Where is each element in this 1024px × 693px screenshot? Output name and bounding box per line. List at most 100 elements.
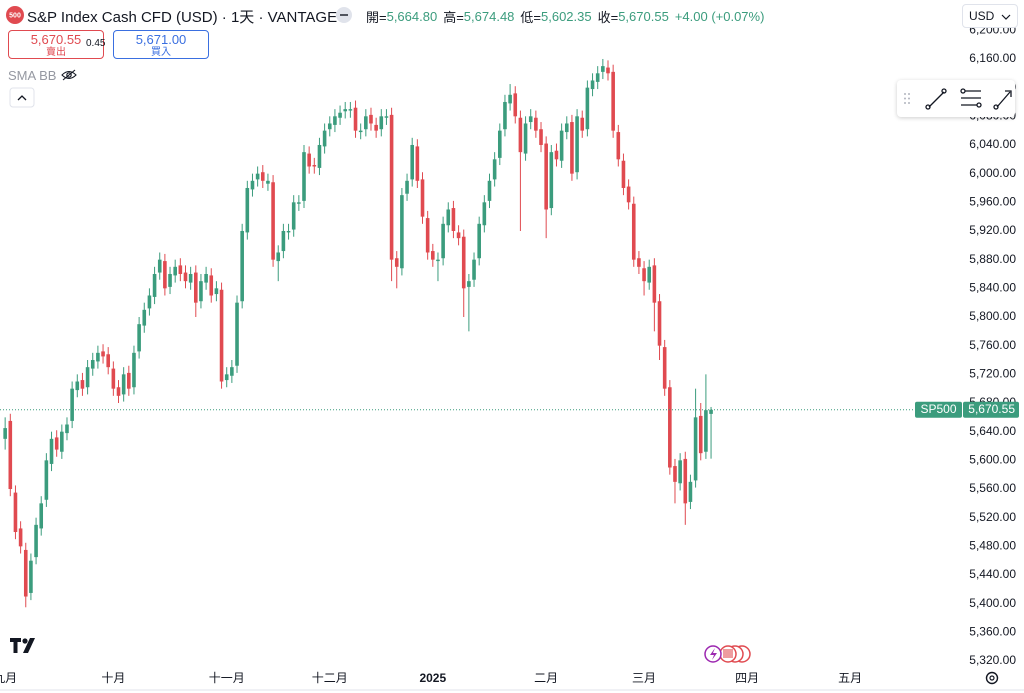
candle-body — [374, 124, 378, 131]
y-tick-label: 5,720.00 — [969, 367, 1016, 381]
ohlc-label: 開= — [366, 9, 387, 25]
arrow-tool[interactable] — [993, 90, 1012, 110]
candle-body — [44, 460, 49, 500]
buy-price: 5,671.00 — [135, 32, 187, 47]
candle-body — [616, 132, 621, 160]
candle-body — [348, 109, 353, 111]
candle-body — [49, 438, 54, 464]
candle-body — [353, 107, 358, 131]
candle-body — [312, 165, 317, 167]
candle-body — [219, 289, 224, 382]
candle-body — [606, 67, 610, 74]
candle-body — [637, 258, 641, 267]
candle-body — [60, 431, 64, 452]
x-tick-label: 九月 — [0, 671, 17, 685]
minimize-button[interactable] — [336, 7, 352, 23]
candle-body — [657, 301, 662, 346]
sell-button[interactable]: 5,670.55 賣出 — [8, 30, 104, 59]
candle-body — [564, 123, 569, 133]
fib-tool[interactable] — [960, 88, 982, 108]
last-price-symbol: SP500 — [920, 402, 956, 416]
y-tick-label: 5,480.00 — [969, 539, 1016, 553]
candle-body — [523, 123, 528, 154]
ohlc-label: 收= — [597, 9, 619, 25]
candle-body — [116, 387, 121, 396]
candle-body — [456, 232, 461, 239]
y-tick-label: 5,840.00 — [969, 280, 1016, 294]
candle-body — [580, 117, 585, 131]
candle-body — [178, 265, 183, 274]
symbol-icon — [6, 6, 24, 24]
candle-body — [338, 112, 342, 118]
candle-body — [673, 466, 677, 482]
candle-body — [127, 372, 131, 389]
candle-body — [662, 347, 667, 389]
candle-body — [106, 354, 111, 368]
candle-body — [590, 80, 595, 90]
candle-body — [163, 261, 167, 289]
y-tick-label: 6,040.00 — [969, 137, 1016, 151]
x-tick-label: 十一月 — [209, 671, 245, 685]
candle-body — [317, 144, 322, 168]
candle-body — [472, 259, 476, 280]
candle-body — [168, 273, 172, 287]
x-tick-label: 十二月 — [312, 671, 348, 685]
candle-body — [302, 152, 306, 201]
candle-body — [394, 258, 399, 267]
candle-body — [204, 273, 208, 283]
y-tick-label: 5,960.00 — [969, 194, 1016, 208]
candle-body — [343, 109, 348, 112]
candle-body — [389, 114, 394, 260]
indicator-label: SMA BB — [8, 68, 57, 83]
candle-body — [96, 352, 100, 362]
candle-body — [436, 259, 440, 262]
candle-body — [13, 492, 18, 533]
candle-body — [482, 202, 487, 226]
ohlc-value: 5,674.48 — [463, 8, 515, 24]
x-tick-label: 十月 — [101, 671, 125, 685]
y-tick-label: 5,400.00 — [969, 596, 1016, 610]
y-tick-label: 5,920.00 — [969, 223, 1016, 237]
candle-body — [601, 66, 605, 72]
candle-body — [528, 116, 533, 123]
candle-body — [266, 180, 270, 184]
candle-body — [425, 218, 430, 253]
candle-body — [358, 130, 363, 133]
candle-body — [70, 388, 74, 421]
candle-body — [250, 180, 255, 190]
candle-body — [34, 524, 38, 558]
candle-body — [209, 275, 214, 296]
x-tick-label: 二月 — [534, 671, 558, 685]
x-tick-label: 五月 — [838, 671, 862, 685]
buy-label: 買入 — [151, 47, 171, 58]
candle-body — [492, 159, 497, 180]
visibility-toggle[interactable] — [61, 69, 77, 81]
candle-body — [364, 116, 368, 130]
buy-button[interactable]: 5,671.00 買入 — [113, 30, 209, 59]
collapse-button[interactable] — [9, 87, 35, 108]
drag-handle[interactable] — [904, 93, 910, 104]
ohlc-value: 5,670.55 — [618, 8, 669, 24]
candle-body — [80, 380, 85, 389]
candle-body — [683, 458, 688, 504]
candle-body — [333, 116, 337, 125]
y-tick-label: 5,800.00 — [969, 309, 1016, 323]
ohlc-value: 5,664.80 — [386, 8, 438, 24]
candle-body — [688, 481, 693, 502]
y-tick-label: 5,640.00 — [969, 424, 1016, 438]
candle-body — [668, 387, 672, 468]
candle-body — [3, 428, 7, 439]
candle-body — [400, 195, 404, 269]
candle-body — [549, 152, 554, 209]
candle-body — [54, 437, 59, 450]
dropdown-arrow — [1001, 14, 1011, 20]
candle-body — [297, 202, 301, 204]
currency-dropdown[interactable]: USD — [962, 4, 1018, 28]
candle-body — [704, 410, 708, 452]
event-icons[interactable] — [704, 645, 751, 663]
last-price-value: 5,670.55 — [968, 402, 1015, 416]
settings-button[interactable] — [985, 671, 999, 685]
trend-line-tool[interactable] — [925, 88, 947, 110]
